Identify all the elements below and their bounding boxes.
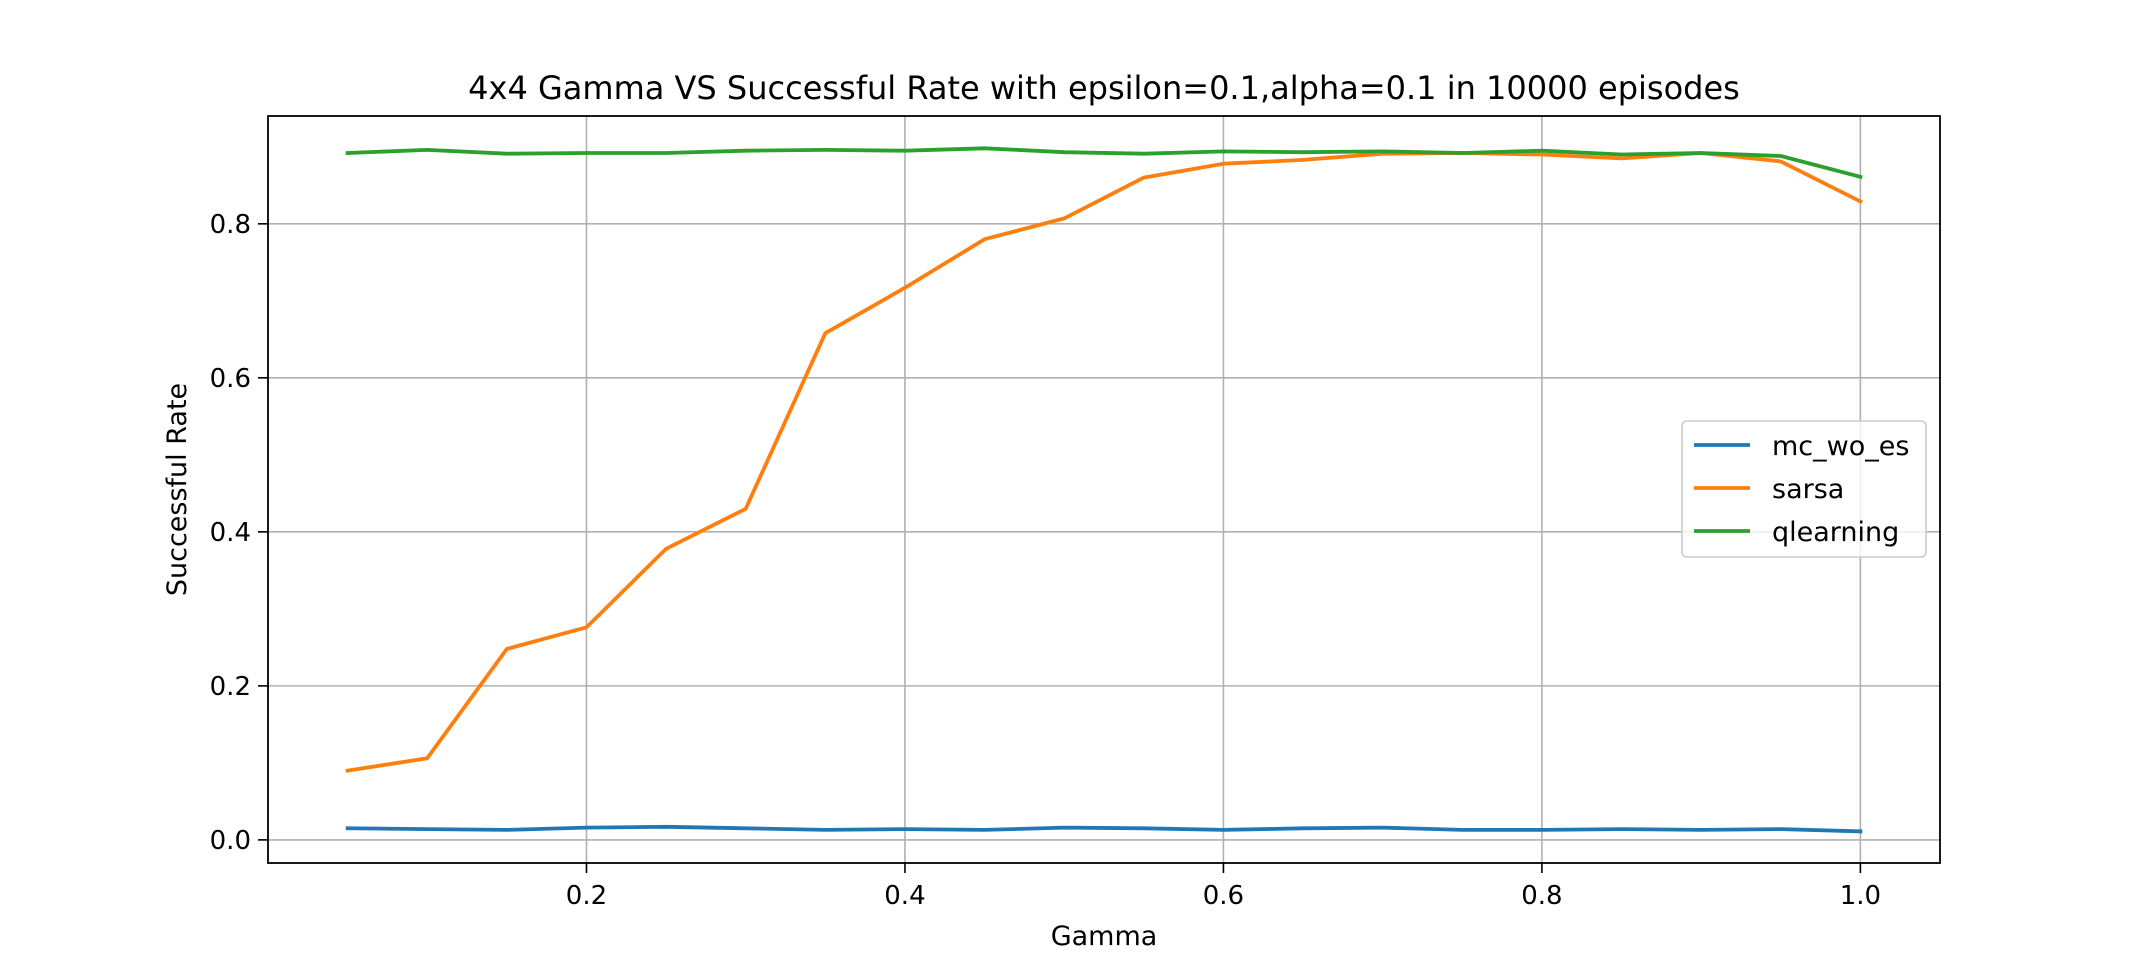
x-tick-label: 0.8 xyxy=(1521,881,1562,911)
series-line-mc-wo-es xyxy=(345,824,1863,834)
chart-title: 4x4 Gamma VS Successful Rate with epsilo… xyxy=(468,69,1740,107)
y-tick-label: 0.6 xyxy=(210,364,251,394)
plot-frame xyxy=(267,115,1941,864)
y-tick-label: 0.2 xyxy=(210,672,251,702)
x-tick-label: 0.2 xyxy=(566,881,607,911)
series-lines xyxy=(345,146,1863,834)
x-tick-label: 1.0 xyxy=(1840,881,1881,911)
x-axis-label: Gamma xyxy=(1051,921,1158,952)
legend-label-mc-wo-es: mc_wo_es xyxy=(1772,431,1909,462)
y-tick-label: 0.4 xyxy=(210,518,251,548)
legend-label-sarsa: sarsa xyxy=(1772,474,1844,505)
grid xyxy=(268,116,1940,863)
y-tick-label: 0.0 xyxy=(210,826,251,856)
y-axis-label: Successful Rate xyxy=(162,383,193,596)
series-line-sarsa xyxy=(345,151,1863,773)
axis-ticks: 0.2 0.4 0.6 0.8 1.0 0.0 0.2 0.4 0.6 0.8 xyxy=(210,210,1881,911)
y-tick-label: 0.8 xyxy=(210,210,251,240)
x-tick-label: 0.4 xyxy=(884,881,925,911)
series-line-qlearning xyxy=(345,146,1863,180)
legend-box xyxy=(1681,420,1927,558)
legend-label-qlearning: qlearning xyxy=(1772,517,1899,548)
x-tick-label: 0.6 xyxy=(1203,881,1244,911)
